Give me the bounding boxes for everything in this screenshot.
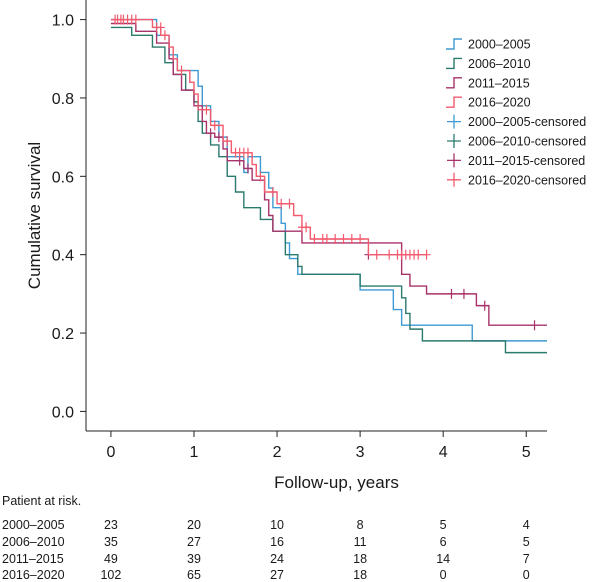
- risk-cell: 24: [270, 552, 284, 566]
- x-tick-label: 0: [106, 444, 115, 461]
- risk-cell: 7: [522, 552, 530, 566]
- risk-cell: 18: [353, 568, 368, 582]
- legend-label: 2016–2020: [468, 96, 531, 110]
- legend-label: 2000–2005-censored: [468, 115, 586, 129]
- censor-mark: [347, 234, 356, 245]
- risk-cell: 5: [522, 535, 530, 549]
- x-tick-label: 2: [273, 444, 282, 461]
- legend-label: 2011–2015-censored: [468, 154, 585, 168]
- risk-cell: 49: [103, 552, 118, 566]
- legend-swatch: [447, 134, 461, 148]
- risk-cell: 10: [270, 518, 284, 532]
- risk-cell: 5: [439, 518, 447, 532]
- risk-cell: 27: [187, 535, 201, 549]
- y-tick-label: 0.6: [52, 169, 74, 186]
- y-tick-label: 0.2: [52, 326, 74, 343]
- risk-table: Patient at risk. 2000–2005 23 20 10 8 5 4 2006–…: [0, 494, 600, 582]
- censor-mark: [210, 120, 219, 131]
- censor-mark: [206, 128, 215, 139]
- legend-swatch: [446, 57, 462, 70]
- risk-cell: 0: [522, 568, 530, 582]
- legend-label: 2006–2010: [468, 57, 531, 71]
- legend-swatch: [446, 96, 462, 108]
- censor-mark: [447, 288, 456, 299]
- censor-mark: [480, 300, 489, 311]
- legend-label: 2000–2005: [468, 38, 531, 52]
- censor-mark: [256, 171, 265, 182]
- survival-chart: 0.0 0.2 0.4 0.6 0.8 1.0 0 1 2 3 4 5 Follow-up, years…: [25, 0, 586, 492]
- x-tick-label: 1: [190, 444, 199, 461]
- censor-mark: [243, 147, 252, 158]
- censor-mark: [385, 249, 394, 260]
- legend-swatch: [446, 38, 462, 50]
- series-line-2011–2015: [110, 22, 547, 326]
- risk-cell: 102: [100, 568, 122, 582]
- series-line-2016–2020: [110, 18, 427, 256]
- x-tick-label: 5: [522, 444, 531, 461]
- censor-mark: [302, 222, 311, 233]
- censor-mark: [322, 234, 331, 245]
- risk-cell: 20: [187, 518, 201, 532]
- y-tick-label: 1.0: [52, 13, 74, 30]
- censor-mark: [414, 249, 423, 260]
- risk-cell: 8: [356, 518, 364, 532]
- censor-mark: [177, 65, 186, 76]
- censor-mark: [356, 234, 365, 245]
- legend-swatch: [447, 114, 461, 129]
- censor-mark: [372, 249, 381, 260]
- risk-row-label: 2000–2005: [2, 518, 65, 532]
- censor-mark: [268, 186, 277, 197]
- risk-cell: 16: [270, 535, 284, 549]
- risk-cell: 18: [353, 552, 368, 566]
- risk-cell: 14: [436, 552, 451, 566]
- risk-cell: 4: [522, 518, 530, 532]
- censor-mark: [310, 234, 319, 245]
- x-tick-label: 3: [356, 444, 365, 461]
- risk-row-label: 2016–2020: [2, 568, 65, 582]
- x-axis-label: Follow-up, years: [274, 473, 399, 492]
- censor-mark: [214, 132, 223, 143]
- legend-swatch: [447, 153, 461, 168]
- legend-label: 2011–2015: [468, 76, 530, 90]
- censor-mark: [422, 249, 431, 260]
- censor-mark: [160, 30, 169, 41]
- censor-mark: [285, 198, 294, 209]
- risk-cell: 65: [187, 568, 201, 582]
- legend-swatch: [446, 77, 462, 89]
- risk-cell: 23: [103, 518, 118, 532]
- risk-row-label: 2011–2015: [2, 552, 64, 566]
- censor-mark: [223, 136, 232, 147]
- censor-mark: [277, 198, 286, 209]
- censor-mark: [243, 163, 252, 174]
- legend-label: 2006–2010-censored: [468, 135, 586, 149]
- censor-mark: [530, 320, 539, 331]
- y-tick-label: 0.4: [52, 248, 74, 265]
- risk-cell: 39: [187, 552, 201, 566]
- risk-row-label: 2006–2010: [2, 535, 65, 549]
- legend-swatch: [447, 172, 461, 187]
- risk-cell: 11: [353, 535, 367, 549]
- censor-mark: [339, 234, 348, 245]
- censor-mark: [131, 14, 140, 25]
- censor-mark: [156, 22, 165, 33]
- x-tick-label: 4: [439, 444, 448, 461]
- risk-table-title: Patient at risk.: [2, 494, 82, 508]
- censor-mark: [459, 288, 468, 299]
- y-tick-label: 0.0: [52, 404, 74, 421]
- y-tick-label: 0.8: [52, 91, 74, 108]
- risk-cell: 27: [270, 568, 284, 582]
- risk-cell: 35: [103, 535, 118, 549]
- y-axis-label: Cumulative survival: [25, 142, 44, 289]
- legend-label: 2016–2020-censored: [468, 173, 586, 187]
- risk-cell: 0: [439, 568, 447, 582]
- censor-mark: [202, 104, 211, 115]
- censor-mark: [331, 234, 340, 245]
- risk-cell: 6: [439, 535, 447, 549]
